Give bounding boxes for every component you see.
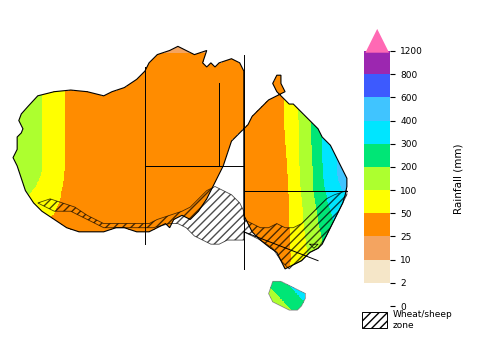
Text: Wheat/sheep
zone: Wheat/sheep zone <box>393 310 453 330</box>
Bar <box>362 312 387 328</box>
Y-axis label: Rainfall (mm): Rainfall (mm) <box>454 143 464 214</box>
Polygon shape <box>365 29 389 53</box>
